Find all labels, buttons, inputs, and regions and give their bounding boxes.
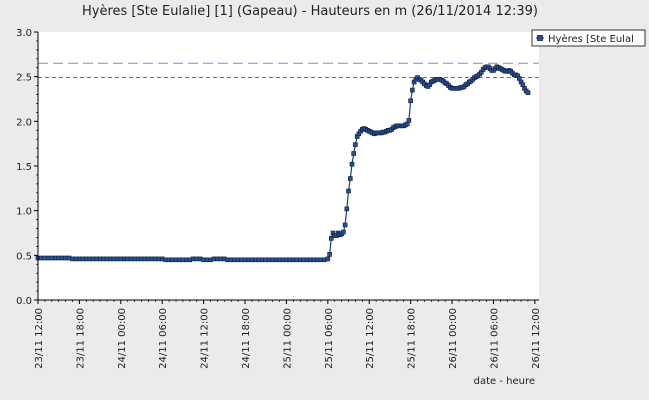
x-tick-label: 23/11 12:00 (34, 308, 45, 369)
data-point (341, 229, 346, 235)
data-point (344, 206, 350, 212)
x-tick-label: 25/11 18:00 (407, 308, 418, 369)
data-point (353, 142, 358, 147)
plot-area (38, 32, 539, 300)
data-point (342, 222, 348, 228)
data-point (327, 252, 332, 257)
data-point (408, 98, 413, 104)
x-tick-label: 26/11 00:00 (448, 308, 459, 369)
data-point (406, 118, 412, 123)
x-tick-label: 25/11 00:00 (282, 308, 293, 369)
y-tick-label: 1.5 (16, 162, 32, 173)
series-markers (35, 64, 531, 263)
data-point (346, 188, 351, 194)
x-axis-label: date - heure (474, 376, 535, 387)
y-tick-label: 2.0 (16, 117, 32, 128)
x-tick-label: 24/11 06:00 (158, 308, 169, 369)
y-tick-label: 2.5 (16, 73, 32, 84)
x-tick-label: 25/11 06:00 (324, 308, 335, 369)
legend: Hyères [Ste Eulal (531, 29, 646, 47)
legend-label: Hyères [Ste Eulal (548, 33, 634, 45)
data-point (525, 90, 531, 95)
x-tick-label: 24/11 18:00 (241, 308, 252, 369)
data-point (410, 87, 415, 93)
legend-marker-icon (537, 35, 543, 41)
y-tick-label: 0.5 (16, 251, 32, 262)
data-point (349, 161, 355, 167)
legend-box (531, 29, 646, 47)
x-tick-label: 26/11 12:00 (531, 308, 542, 369)
data-point (351, 151, 357, 156)
y-tick-label: 0.0 (16, 296, 32, 307)
x-tick-label: 23/11 18:00 (75, 308, 86, 369)
reference-lines (38, 62, 539, 79)
chart-title: Hyères [Ste Eulalie] [1] (Gapeau) - Haut… (82, 4, 538, 19)
x-axis-ticks: 23/11 12:00 23/11 18:00 24/11 00:00 24/11 0… (34, 300, 542, 369)
data-point (325, 256, 331, 262)
data-point (328, 236, 334, 241)
x-tick-label: 24/11 00:00 (117, 308, 128, 369)
y-tick-label: 3.0 (16, 28, 32, 39)
y-axis-ticks: 0.0 0.5 1.0 1.5 2.0 2.5 3.0 (16, 28, 38, 307)
x-tick-label: 25/11 12:00 (365, 308, 376, 369)
data-point (347, 176, 353, 181)
x-tick-label: 26/11 06:00 (489, 308, 500, 369)
x-tick-label: 24/11 12:00 (200, 308, 211, 369)
y-tick-label: 1.0 (16, 207, 32, 218)
